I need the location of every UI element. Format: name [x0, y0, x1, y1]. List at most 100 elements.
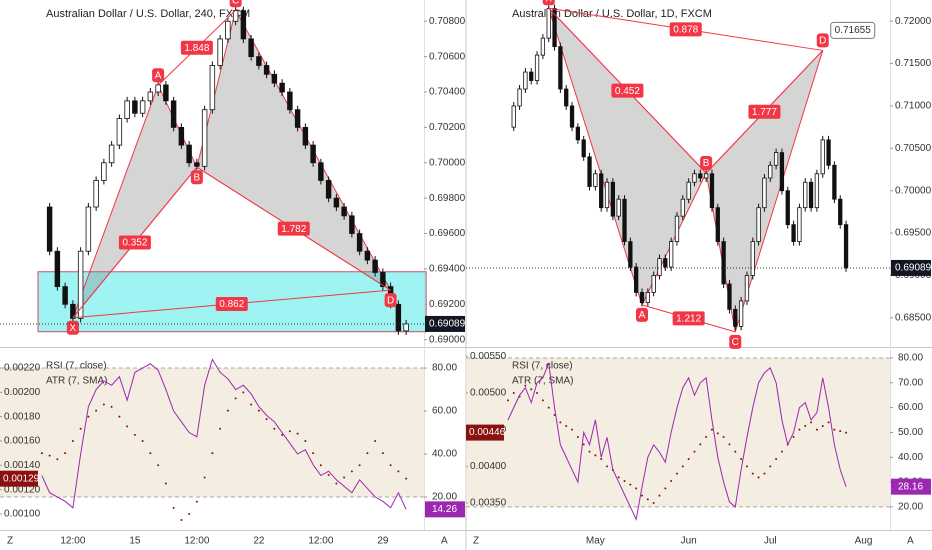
- candle: [808, 181, 814, 209]
- corner-label: Z: [473, 536, 479, 547]
- ratio-box: [672, 311, 705, 326]
- candle: [248, 38, 254, 58]
- atr-dot: [530, 388, 533, 391]
- candle: [271, 73, 278, 84]
- candle: [575, 126, 581, 141]
- candle: [46, 206, 53, 252]
- corner-label: A: [441, 536, 448, 547]
- atr-dot: [56, 458, 59, 461]
- x-tick-label: May: [586, 536, 605, 547]
- atr-dot: [358, 464, 361, 467]
- y-tick-label: 0.72000: [895, 16, 932, 27]
- atr-dot: [745, 465, 748, 468]
- candle: [785, 190, 790, 226]
- atr-dot: [576, 435, 579, 438]
- candle: [674, 215, 680, 242]
- candle: [820, 139, 825, 175]
- ratio-box: [118, 235, 151, 250]
- atr-dot: [582, 443, 585, 446]
- rsi-tick-label: 50.00: [898, 427, 923, 438]
- candle: [517, 88, 522, 107]
- atr-dot: [547, 406, 550, 409]
- atr-dot: [652, 502, 655, 505]
- atr-tick-label: 0.00180: [4, 411, 41, 422]
- atr-dot: [635, 487, 638, 490]
- candle: [645, 292, 650, 304]
- candle: [93, 180, 99, 208]
- candle: [616, 198, 621, 217]
- atr-dot: [763, 472, 766, 475]
- point-label: B: [703, 158, 710, 169]
- candle: [318, 162, 324, 181]
- last-price-label: 0.69089: [895, 263, 932, 274]
- candle: [832, 164, 837, 200]
- candle: [733, 308, 738, 327]
- candle: [325, 180, 332, 199]
- candle: [546, 8, 551, 39]
- candle: [773, 152, 779, 166]
- candle: [279, 82, 285, 93]
- atr-dot: [815, 428, 818, 431]
- atr-dot: [64, 452, 67, 455]
- point-marker: [700, 156, 713, 171]
- x-tick-label: 29: [377, 536, 389, 547]
- rsi-tick-label: 80.00: [432, 363, 457, 374]
- candle: [709, 173, 715, 209]
- x-tick-label: 15: [129, 536, 141, 547]
- candle: [178, 126, 185, 146]
- y-tick-label: 0.69800: [429, 193, 466, 204]
- ratio-label: 1.782: [281, 224, 306, 235]
- candle: [698, 173, 703, 179]
- point-label: X: [70, 323, 77, 334]
- candle: [628, 241, 633, 268]
- atr-dot: [219, 427, 222, 430]
- candle: [540, 37, 546, 56]
- candle: [256, 56, 262, 66]
- atr-dot: [133, 433, 136, 436]
- atr-dot: [780, 450, 783, 453]
- y-tick-label: 0.70800: [429, 16, 466, 27]
- point-marker: [229, 0, 242, 8]
- atr-tick-label: 0.00160: [4, 436, 41, 447]
- candle: [610, 181, 616, 217]
- atr-dot: [234, 397, 237, 400]
- candle: [395, 303, 402, 332]
- candle: [54, 250, 61, 288]
- atr-dot: [827, 421, 830, 424]
- atr-tick-label: 0.00500: [470, 388, 507, 399]
- candle: [779, 152, 785, 192]
- atr-dot: [792, 435, 795, 438]
- rsi-tick-label: 20.00: [898, 502, 923, 513]
- point-label: C: [732, 337, 739, 348]
- ratio-label: 0.452: [615, 86, 640, 97]
- point-label: C: [232, 0, 239, 6]
- candle: [287, 91, 293, 111]
- candle: [727, 283, 732, 310]
- candle: [552, 8, 557, 48]
- atr-dot: [588, 450, 591, 453]
- atr-last-label: 0.00129: [3, 473, 40, 484]
- candle: [569, 105, 575, 128]
- candle: [750, 241, 755, 276]
- candle: [692, 173, 697, 183]
- atr-dot: [40, 452, 43, 455]
- candle: [744, 275, 750, 302]
- atr-dot: [79, 427, 82, 430]
- atr-dot: [541, 399, 544, 402]
- price-callout: [830, 21, 876, 39]
- x-tick-label: 12:00: [60, 536, 85, 547]
- atr-tick-label: 0.00140: [4, 460, 41, 471]
- point-label: D: [819, 36, 826, 47]
- atr-dot: [343, 476, 346, 479]
- atr-dot: [699, 443, 702, 446]
- atr-dot: [757, 476, 760, 479]
- candle: [669, 241, 674, 268]
- atr-dot: [188, 512, 191, 515]
- point-marker: [190, 170, 203, 185]
- atr-dot: [722, 435, 725, 438]
- atr-dot: [728, 443, 731, 446]
- candle: [333, 197, 340, 208]
- candle: [534, 54, 540, 81]
- point-label: A: [639, 310, 646, 321]
- candle: [116, 118, 123, 146]
